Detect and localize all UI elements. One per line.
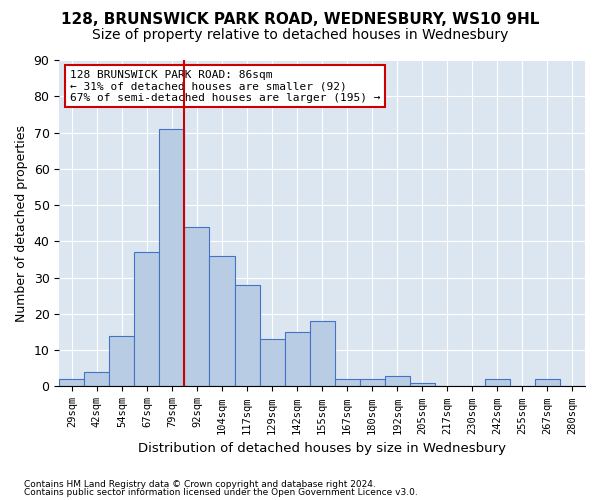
Bar bbox=[284, 332, 310, 386]
Y-axis label: Number of detached properties: Number of detached properties bbox=[15, 124, 28, 322]
Text: 128 BRUNSWICK PARK ROAD: 86sqm
← 31% of detached houses are smaller (92)
67% of : 128 BRUNSWICK PARK ROAD: 86sqm ← 31% of … bbox=[70, 70, 380, 103]
Text: Contains public sector information licensed under the Open Government Licence v3: Contains public sector information licen… bbox=[24, 488, 418, 497]
Bar bbox=[335, 379, 359, 386]
Bar bbox=[160, 129, 184, 386]
Bar bbox=[85, 372, 109, 386]
Bar bbox=[235, 285, 260, 386]
Bar bbox=[359, 379, 385, 386]
Bar bbox=[109, 336, 134, 386]
Text: 128, BRUNSWICK PARK ROAD, WEDNESBURY, WS10 9HL: 128, BRUNSWICK PARK ROAD, WEDNESBURY, WS… bbox=[61, 12, 539, 28]
Bar bbox=[410, 383, 435, 386]
Bar bbox=[310, 321, 335, 386]
Text: Size of property relative to detached houses in Wednesbury: Size of property relative to detached ho… bbox=[92, 28, 508, 42]
Text: Contains HM Land Registry data © Crown copyright and database right 2024.: Contains HM Land Registry data © Crown c… bbox=[24, 480, 376, 489]
Bar bbox=[485, 379, 510, 386]
Bar bbox=[385, 376, 410, 386]
Bar bbox=[209, 256, 235, 386]
Bar bbox=[535, 379, 560, 386]
Bar bbox=[134, 252, 160, 386]
X-axis label: Distribution of detached houses by size in Wednesbury: Distribution of detached houses by size … bbox=[138, 442, 506, 455]
Bar bbox=[59, 379, 85, 386]
Bar bbox=[260, 340, 284, 386]
Bar bbox=[184, 227, 209, 386]
